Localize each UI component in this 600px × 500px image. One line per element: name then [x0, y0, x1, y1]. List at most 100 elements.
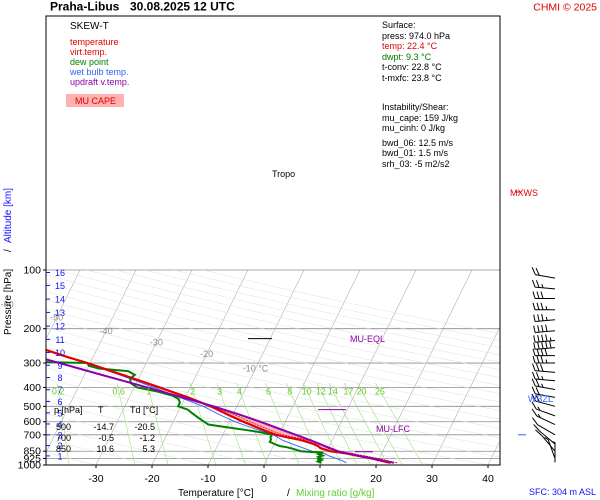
pressure-tick-label: 100: [23, 265, 41, 277]
wind-barb-staff: [535, 385, 556, 390]
dry-adiabat-line: [46, 291, 500, 394]
wind-barb-half-flag: [545, 306, 548, 310]
mixing-ratio-line: [56, 383, 70, 465]
wind-barb-flag: [539, 364, 544, 372]
dry-adiabat-line: [46, 413, 265, 465]
wind-barb-half-flag: [541, 284, 544, 289]
wind-barb-flag: [545, 324, 548, 332]
mixing-ratio-label: 10: [302, 387, 312, 397]
wind-barb: [532, 355, 555, 364]
table-cell: -1.2: [139, 433, 155, 443]
wind-barb-flag: [532, 279, 536, 288]
wind-barb-staff: [535, 347, 556, 350]
altitude-tick-label: 11: [55, 335, 64, 345]
wind-barb: [533, 313, 556, 323]
isotherm-line: [46, 269, 81, 340]
mixing-ratio-line: [116, 382, 136, 465]
surface-t-conv: t-conv: 22.8 °C: [382, 62, 442, 72]
wind-barb-staff: [535, 370, 556, 373]
pressure-tick-label: 200: [23, 323, 41, 335]
dry-adiabat-line: [46, 308, 500, 411]
pressure-tick-label: 600: [23, 416, 41, 428]
isotherm-line: [375, 269, 473, 465]
mixing-ratio-label: 17: [343, 387, 353, 397]
wind-barb-staff: [535, 330, 556, 334]
wind-barb-flag: [535, 363, 540, 372]
mxws-label: MXWS: [510, 188, 538, 198]
dry-adiabat-line: [115, 269, 500, 356]
isotherm-label: -10 °C: [243, 364, 269, 374]
surface-temp: temp: 22.4 °C: [382, 41, 438, 51]
temperature-tick-label: 0: [261, 473, 267, 485]
wind-barb: [532, 302, 555, 311]
wind-barb: [532, 291, 555, 299]
isotherm-label: -50: [50, 312, 63, 322]
dry-adiabat-line: [46, 378, 433, 465]
wind-barb-staff: [535, 319, 556, 323]
series-layer: [46, 348, 398, 464]
mixing-ratio-label: 3: [217, 387, 222, 397]
table-cell: 500: [56, 422, 71, 432]
level-table: p [hPa] T Td [°C] 500 -14.7 -20.5 700 -0…: [54, 405, 158, 454]
chart-datetime: 30.08.2025 12 UTC: [130, 0, 235, 14]
mu-cape-area: [217, 409, 340, 452]
mu-cape-badge: [66, 94, 124, 107]
wind-barb: [531, 386, 556, 398]
table-header-td: Td [°C]: [130, 405, 158, 415]
legend-item-wet-bulb: wet bulb temp.: [69, 67, 129, 77]
mu-lfc-label: MU-LFC: [376, 424, 410, 434]
wind-barb-flag: [537, 325, 540, 333]
table-row: 700 -0.5 -1.2: [56, 433, 155, 443]
temperature-tick-label: -30: [88, 473, 103, 485]
wind-barb-flag: [535, 387, 540, 395]
wind-barb-staff: [535, 274, 556, 279]
instability-line: mu_cinh: 0 J/kg: [382, 123, 446, 133]
wind-barb: [531, 393, 556, 407]
altitude-tick-label: 7: [57, 385, 62, 395]
tropo-label: Tropo: [272, 169, 295, 179]
wind-barb-flag: [541, 341, 544, 349]
dry-adiabat-line: [86, 269, 500, 363]
wind-barb-flag: [531, 408, 538, 417]
wind-barb-staff: [535, 393, 556, 398]
altitude-tick-label: 10: [55, 348, 65, 358]
wind-barb: [532, 348, 555, 357]
dry-adiabat-line: [46, 299, 500, 403]
wind-barb-flag: [531, 378, 536, 387]
table-cell: 10.6: [96, 444, 114, 454]
wind-barb-flag: [540, 355, 544, 364]
altitude-tick-label: 4: [57, 419, 62, 429]
wind-barb-flag: [545, 334, 548, 342]
wind-barb-flag: [532, 371, 536, 380]
wind-barb: [533, 341, 556, 350]
dry-adiabat-line: [46, 357, 500, 458]
surface-t-mxfc: t-mxfc: 23.8 °C: [382, 72, 442, 83]
mixing-ratio-label: 20: [357, 387, 367, 397]
wind-barb-flag: [531, 393, 537, 402]
wind-barb-flag: [532, 302, 536, 310]
surface-title: Surface:: [382, 20, 416, 30]
wind-barb-flag: [533, 335, 536, 343]
wind-barb-flag: [531, 401, 537, 410]
wind-barb-flag: [535, 429, 543, 437]
isotherm-label: -60: [1, 299, 14, 309]
wind-barb-flag: [540, 348, 544, 356]
table-cell: -14.7: [93, 422, 114, 432]
legend: SKEW-T temperature virt.temp. dew point …: [66, 21, 129, 107]
wind-barb-flag: [533, 325, 536, 333]
legend-title: SKEW-T: [70, 21, 109, 32]
wind-barb: [531, 408, 556, 425]
wind-barb-staff: [535, 340, 556, 343]
dry-adiabat-line: [46, 327, 500, 429]
legend-item-updraft: updraft v.temp.: [70, 77, 129, 87]
sfc-label: SFC: 304 m ASL: [529, 487, 596, 497]
mixing-ratio-line: [146, 382, 169, 465]
wbzl-label: WBZL: [528, 394, 553, 404]
pressure-tick-label: 700: [23, 429, 41, 441]
temperature-tick-label: 30: [426, 473, 438, 485]
wind-barb-flag: [531, 386, 536, 395]
wind-barb-staff: [535, 378, 556, 382]
wind-barb-flag: [540, 291, 544, 299]
isotherm-line: [151, 269, 249, 465]
